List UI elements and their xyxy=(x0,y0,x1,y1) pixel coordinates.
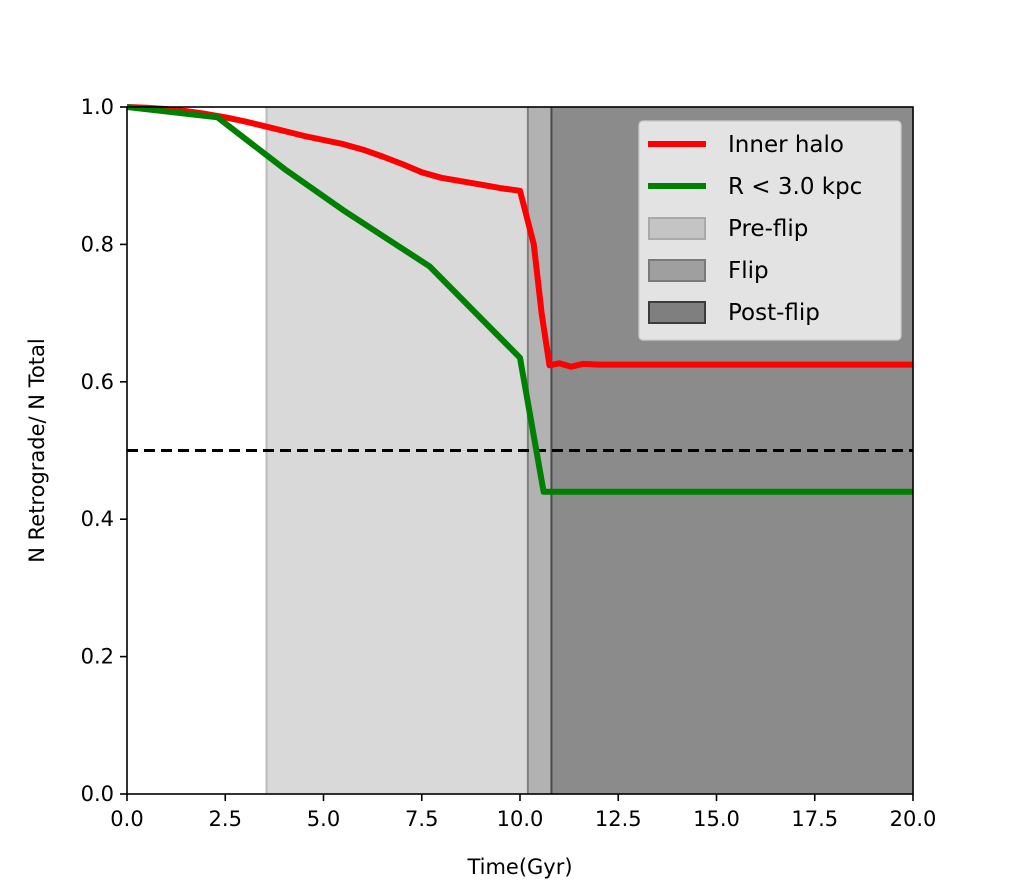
y-tick-label: 0.6 xyxy=(81,370,114,394)
legend: Inner halo R < 3.0 kpc Pre-flip Flip Post-fl… xyxy=(638,120,902,341)
x-tick-label: 20.0 xyxy=(890,807,937,831)
x-axis-label: Time(Gyr) xyxy=(466,855,572,879)
legend-box xyxy=(638,120,902,341)
x-axis-ticks: 0.0 2.5 5.0 7.5 10.0 12.5 15.0 17.5 20.0 xyxy=(110,794,936,831)
x-tick-label: 10.0 xyxy=(497,807,544,831)
series-line-r-3-0-kpc xyxy=(126,104,913,495)
y-tick-label: 0.2 xyxy=(81,645,114,669)
legend-label-pre-flip: Pre-flip xyxy=(728,216,808,242)
legend-label-r-3-0-kpc: R < 3.0 kpc xyxy=(728,174,862,200)
x-tick-label: 15.0 xyxy=(693,807,740,831)
series-layer xyxy=(126,104,913,495)
x-tick-label: 5.0 xyxy=(307,807,340,831)
y-tick-label: 0.4 xyxy=(81,507,114,531)
legend-patch-flip xyxy=(648,259,706,282)
x-tick-label: 7.5 xyxy=(405,807,438,831)
x-tick-label: 2.5 xyxy=(209,807,242,831)
x-tick-label: 0.0 xyxy=(110,807,143,831)
x-tick-label: 17.5 xyxy=(791,807,838,831)
legend-label-inner-halo: Inner halo xyxy=(728,132,844,158)
y-tick-label: 1.0 xyxy=(81,95,114,119)
legend-label-flip: Flip xyxy=(728,258,769,284)
legend-label-post-flip: Post-flip xyxy=(728,300,820,326)
y-axis-ticks: 0.0 0.2 0.4 0.6 0.8 1.0 xyxy=(81,95,127,806)
x-tick-label: 12.5 xyxy=(595,807,642,831)
y-tick-label: 0.0 xyxy=(81,782,114,806)
legend-patch-pre-flip xyxy=(648,217,706,240)
y-axis-label: N Retrograde/ N Total xyxy=(25,338,49,562)
y-tick-label: 0.8 xyxy=(81,232,114,256)
legend-patch-post-flip xyxy=(648,301,706,324)
